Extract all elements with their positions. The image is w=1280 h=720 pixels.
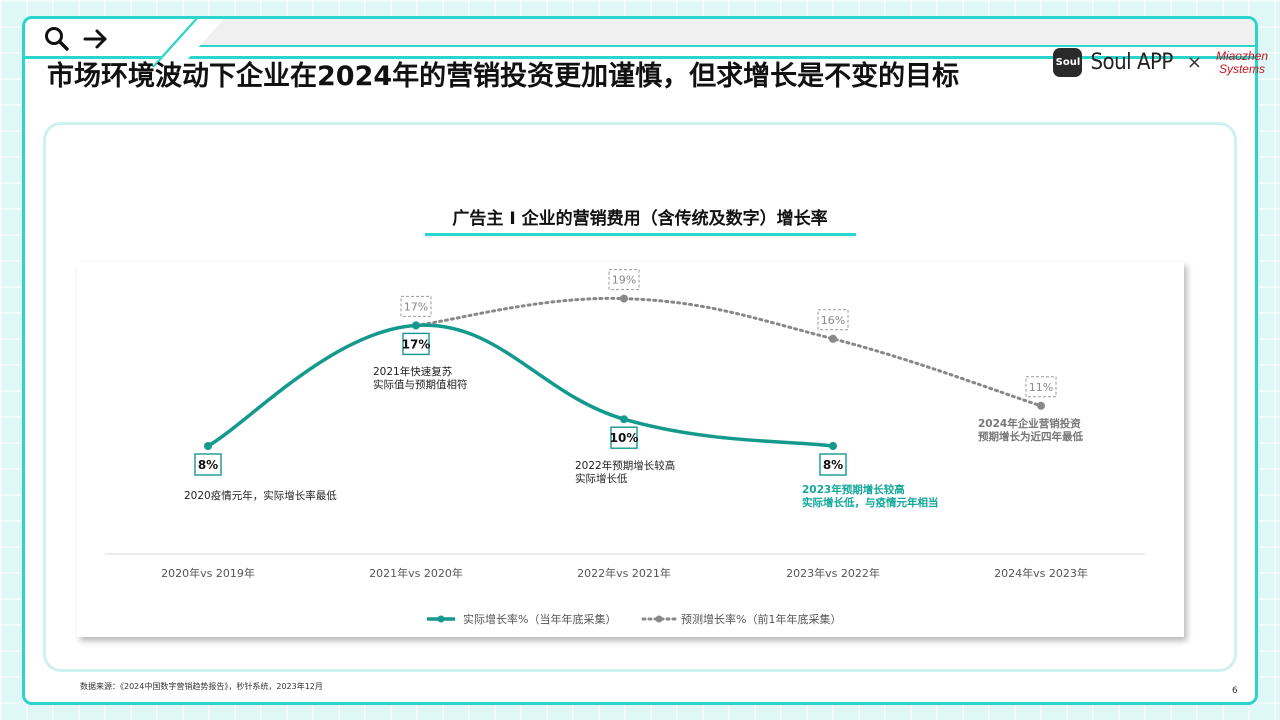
- chart-annotation: 预期增长为近四年最低: [978, 430, 1083, 443]
- forecast-point: [829, 334, 837, 343]
- actual-label-box: [402, 332, 430, 356]
- chart-annotation: 2020疫情元年，实际增长率最低: [184, 489, 337, 502]
- chart-annotation: 实际增长低: [575, 472, 628, 485]
- page-number: 6: [1232, 686, 1238, 696]
- forecast-label-box: [1025, 376, 1057, 398]
- forecast-series-line: [414, 296, 1043, 408]
- logo-separator: ×: [1186, 52, 1202, 73]
- forecast-data-label: 11%: [1029, 381, 1053, 394]
- x-tick-label: 2022年vs 2021年: [577, 566, 671, 580]
- chart-title-underline: [425, 233, 856, 236]
- page-title: 市场环境波动下企业在2024年的营销投资更加谨慎，但求增长是不变的目标: [47, 61, 960, 92]
- forecast-point: [620, 294, 628, 303]
- source-note: 数据来源：《2024中国数字营销趋势报告》，秒针系统，2023年12月: [80, 682, 323, 691]
- line-chart: 2020年vs 2019年 2021年vs 2020年 2022年vs 2021年 2…: [105, 269, 1145, 626]
- soul-app-text: Soul APP: [1090, 50, 1173, 75]
- actual-data-label: 17%: [402, 337, 431, 351]
- legend-forecast-marker: [655, 615, 663, 623]
- forecast-label-box: [608, 269, 640, 291]
- actual-data-label: 10%: [610, 431, 639, 445]
- forecast-data-label: 16%: [821, 314, 845, 327]
- tab-strip: [195, 19, 1255, 47]
- chart-annotation: 实际值与预期值相符: [373, 378, 468, 391]
- chart-annotation: 2022年预期增长较高: [575, 459, 675, 472]
- miaozhen-logo: Miaozhen Systems: [1215, 48, 1268, 76]
- actual-data-label: 8%: [198, 458, 218, 472]
- forecast-label-box: [400, 295, 432, 317]
- actual-data-label: 8%: [823, 458, 843, 472]
- brand-logos: Soul Soul APP × Miaozhen Systems: [1053, 48, 1268, 77]
- x-tick-label: 2024年vs 2023年: [994, 566, 1088, 580]
- x-tick-label: 2023年vs 2022年: [786, 566, 880, 580]
- actual-label-box: [610, 426, 638, 449]
- chart-annotation: 2021年快速复苏: [373, 365, 452, 378]
- chart-annotation: 2023年预期增长较高: [802, 483, 905, 496]
- forecast-data-label: 19%: [612, 274, 636, 287]
- soul-logo: Soul: [1053, 48, 1083, 77]
- forecast-label-box: [817, 309, 849, 331]
- legend-actual-label: 实际增长率%（当年年底采集）: [463, 612, 616, 626]
- actual-label-box: [819, 453, 847, 476]
- legend-forecast-label: 预测增长率%（前1年年底采集）: [681, 612, 841, 626]
- chart-title: 广告主 I 企业的营销费用（含传统及数字）增长率: [452, 209, 828, 229]
- actual-point: [620, 415, 628, 424]
- chart-annotation: 2024年企业营销投资: [978, 417, 1081, 430]
- search-icon[interactable]: [43, 25, 71, 57]
- forecast-data-label: 17%: [404, 300, 428, 313]
- actual-label-box: [194, 453, 222, 476]
- chart-card: 2020年vs 2019年 2021年vs 2020年 2022年vs 2021年 2…: [77, 262, 1184, 637]
- legend-actual-marker: [437, 615, 445, 623]
- x-tick-label: 2021年vs 2020年: [369, 566, 463, 580]
- forecast-point: [1037, 401, 1045, 410]
- actual-point: [412, 321, 420, 330]
- chart-annotation: 实际增长低，与疫情元年相当: [802, 496, 939, 509]
- arrow-right-icon[interactable]: [82, 25, 110, 57]
- x-tick-label: 2020年vs 2019年: [161, 566, 255, 580]
- actual-point: [204, 442, 212, 450]
- actual-point: [829, 442, 837, 450]
- top-bar: [25, 19, 1255, 67]
- actual-series-line: [206, 323, 835, 448]
